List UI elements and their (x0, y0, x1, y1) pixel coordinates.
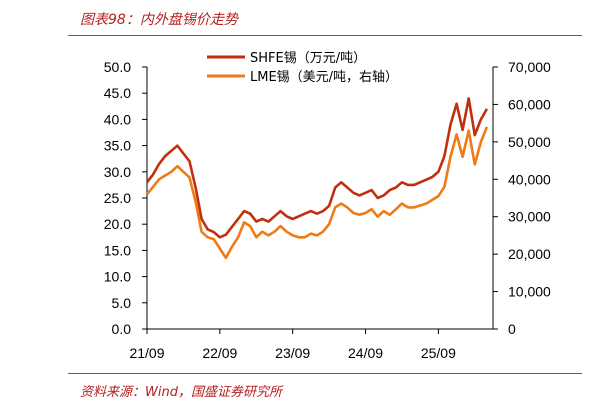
x-tick-label: 23/09 (275, 345, 310, 361)
x-tick-label: 22/09 (202, 345, 237, 361)
chart-axes: 0.0 5.0 10.0 15.0 20.0 25.0 30.0 35.0 40.0 45.0 50… (104, 59, 551, 361)
left-tick-label: 30.0 (104, 164, 131, 180)
figure-title: 图表98：内外盘锡价走势 (80, 12, 238, 28)
left-tick-label: 10.0 (104, 269, 131, 285)
x-tick-label: 25/09 (421, 345, 456, 361)
right-tick-label: 60,000 (508, 96, 551, 112)
right-tick-label: 40,000 (508, 171, 551, 187)
legend-label-1: SHFE锡（万元/吨） (250, 51, 366, 66)
x-tick-label: 21/09 (129, 345, 164, 361)
source-note: 资料来源：Wind，国盛证券研究所 (80, 385, 282, 400)
left-tick-label: 40.0 (104, 111, 131, 127)
bottom-rule (68, 373, 582, 374)
left-tick-label: 50.0 (104, 59, 131, 75)
x-tick-label: 24/09 (348, 345, 383, 361)
left-tick-label: 25.0 (104, 190, 131, 206)
left-tick-label: 5.0 (112, 295, 132, 311)
legend-label-2: LME锡（美元/吨，右轴） (250, 70, 398, 85)
left-tick-label: 35.0 (104, 138, 131, 154)
right-tick-label: 0 (508, 321, 516, 337)
series-line-2 (145, 126, 489, 260)
right-tick-label: 30,000 (508, 209, 551, 225)
series-line-1 (145, 97, 489, 239)
right-tick-label: 20,000 (508, 246, 551, 262)
right-tick-label: 50,000 (508, 134, 551, 150)
right-tick-label: 70,000 (508, 59, 551, 75)
chart-lines (145, 97, 489, 260)
top-rule (68, 35, 582, 36)
left-tick-label: 45.0 (104, 85, 131, 101)
left-tick-label: 20.0 (104, 216, 131, 232)
chart-legend: SHFE锡（万元/吨） LME锡（美元/吨，右轴） (207, 51, 398, 85)
left-tick-label: 15.0 (104, 242, 131, 258)
right-tick-label: 10,000 (508, 284, 551, 300)
left-tick-label: 0.0 (112, 321, 132, 337)
